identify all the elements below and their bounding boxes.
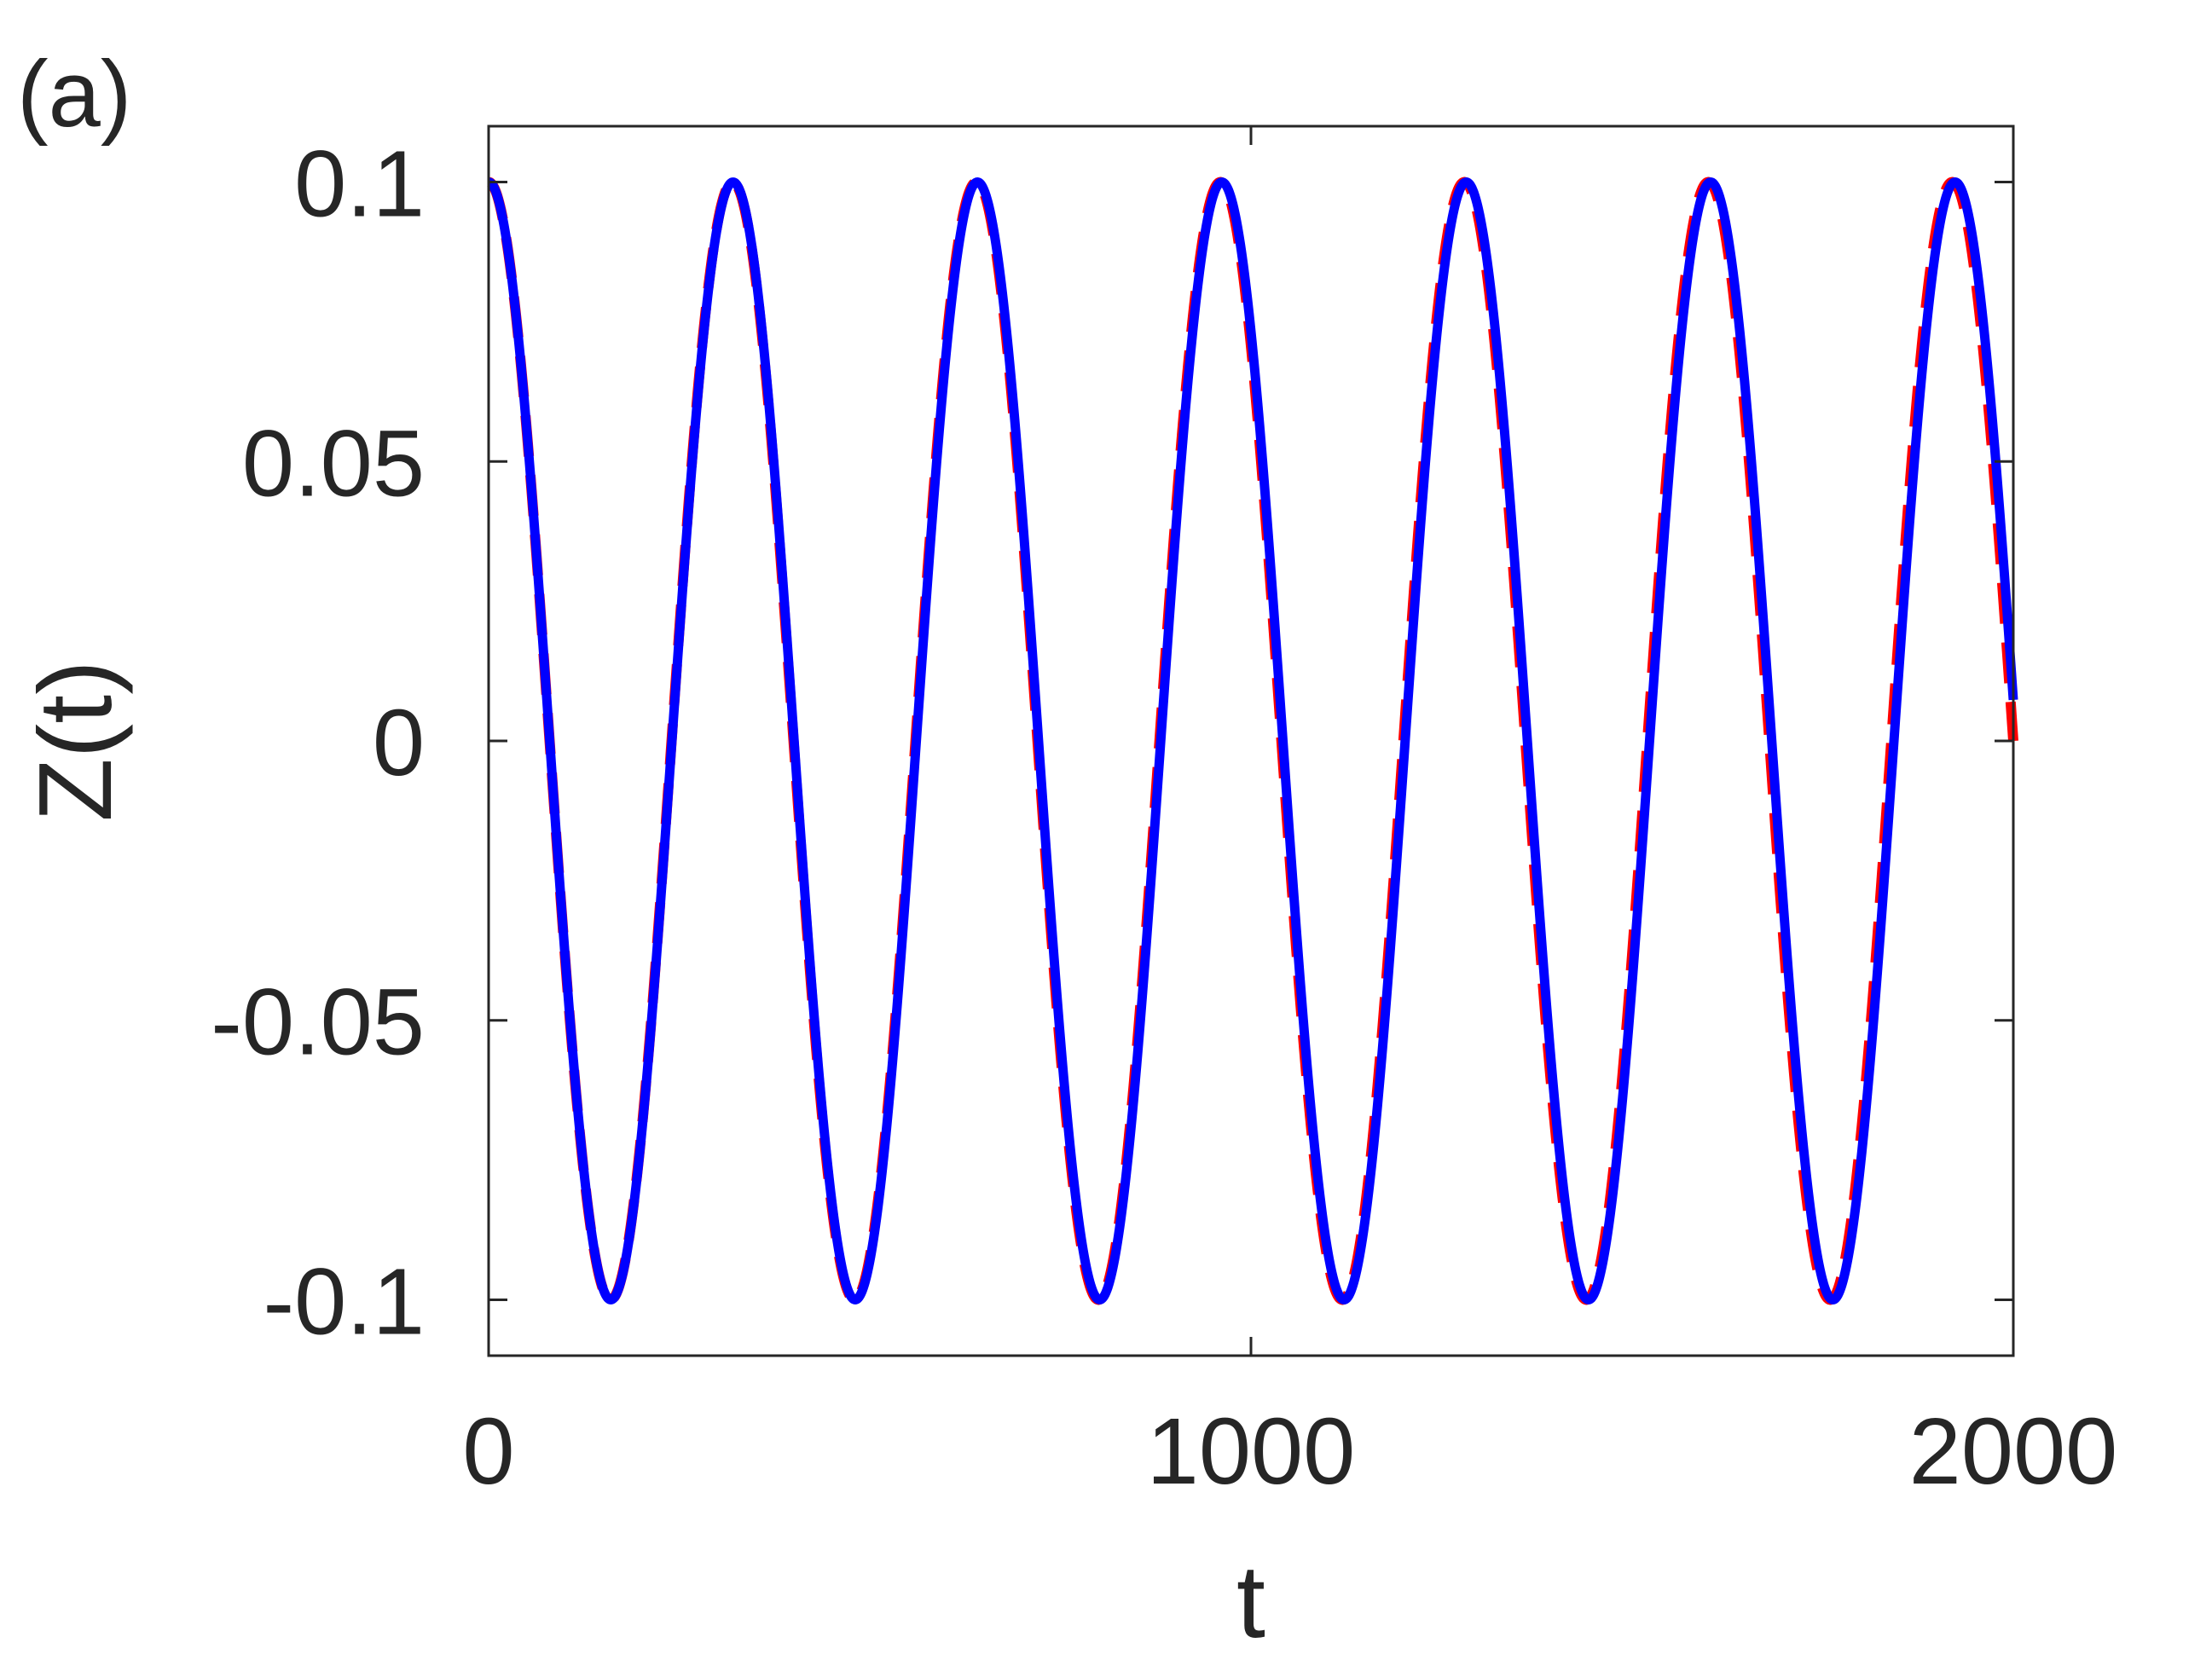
y-tick-label: 0.1 <box>294 132 425 237</box>
tick-layer <box>487 126 2015 1356</box>
y-axis-label: Z(t) <box>17 660 133 822</box>
y-tick-label: -0.05 <box>211 970 425 1075</box>
y-tick-label: 0.05 <box>242 411 425 516</box>
x-tick-label: 2000 <box>1909 1399 2118 1504</box>
series-solid-blue <box>484 177 2018 1304</box>
y-tick-label: -0.1 <box>263 1249 425 1354</box>
tick-label-layer: 0 1000 2000 -0.1 -0.05 0 0.05 0.1 <box>211 132 2117 1504</box>
y-tick-label: 0 <box>373 691 425 795</box>
panel-label: (a) <box>17 42 131 147</box>
x-tick-label: 0 <box>462 1399 514 1504</box>
series-layer <box>484 176 2018 1305</box>
x-axis-label: t <box>1236 1543 1265 1659</box>
x-tick-label: 1000 <box>1147 1399 1356 1504</box>
